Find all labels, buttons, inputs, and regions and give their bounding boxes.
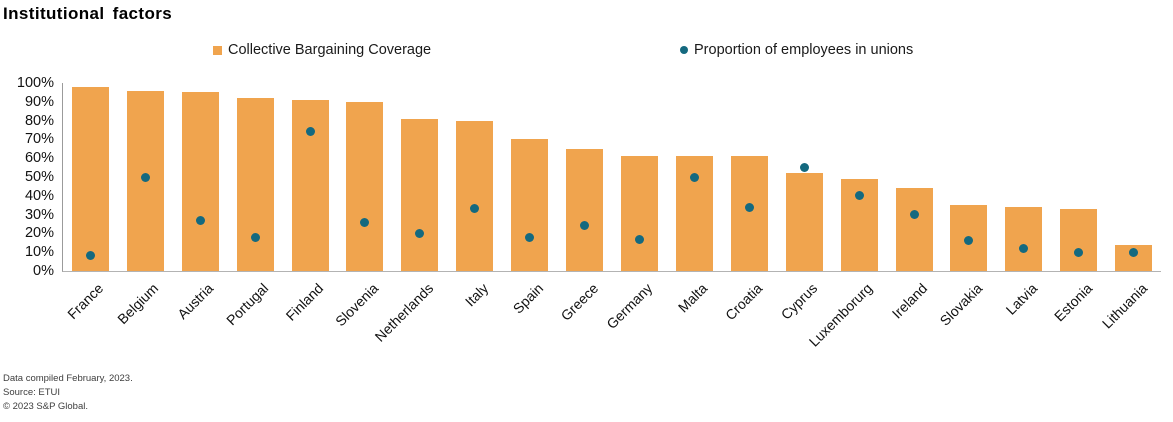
union-proportion-dot (250, 232, 260, 242)
legend-item-unions: Proportion of employees in unions (680, 42, 913, 58)
y-axis-tick-label: 80% (24, 112, 54, 129)
country-slot (118, 83, 173, 271)
union-proportion-dot (799, 163, 809, 173)
union-proportion-dot (140, 172, 150, 182)
country-slot (887, 83, 942, 271)
footer-copyright-note: © 2023 S&P Global. (3, 401, 88, 412)
y-axis-tick-label: 100% (16, 75, 54, 91)
coverage-bar (1060, 208, 1098, 271)
union-proportion-dot (415, 228, 425, 238)
country-label: Slovakia (936, 280, 986, 329)
country-slot (557, 83, 612, 271)
union-proportion-dot (525, 232, 535, 242)
coverage-bar (71, 86, 109, 271)
y-axis-tick-label: 30% (24, 206, 54, 223)
country-label: Portugal (223, 280, 272, 329)
plot-area (62, 83, 1161, 272)
dot-series-swatch-icon (680, 46, 688, 54)
coverage-bar (346, 101, 384, 271)
country-label: Germany (603, 280, 656, 333)
country-slot (338, 83, 393, 271)
coverage-bar (1005, 207, 1043, 271)
coverage-bar (401, 118, 439, 271)
legend-item-coverage: Collective Bargaining Coverage (213, 42, 431, 58)
union-proportion-dot (1074, 247, 1084, 257)
coverage-bar (895, 188, 933, 271)
union-proportion-dot (854, 191, 864, 201)
union-proportion-dot (1129, 247, 1139, 257)
footer-source-note: Source: ETUI (3, 387, 61, 398)
country-label: Croatia (722, 280, 766, 324)
bar-series-swatch-icon (213, 45, 222, 55)
country-slot (1106, 83, 1161, 271)
coverage-bar (621, 156, 659, 271)
country-label: Cyprus (777, 280, 821, 323)
country-label: Estonia (1050, 280, 1095, 325)
coverage-bar (291, 99, 329, 271)
union-proportion-dot (305, 127, 315, 137)
country-slot (777, 83, 832, 271)
union-proportion-dot (689, 172, 699, 182)
chart-title: Institutional factors (3, 4, 173, 23)
coverage-bar (511, 139, 549, 271)
union-proportion-dot (360, 217, 370, 227)
country-label: Latvia (1002, 280, 1041, 318)
legend-label-unions: Proportion of employees in unions (694, 42, 914, 58)
coverage-bar (730, 156, 768, 271)
country-label: Italy (461, 280, 492, 310)
country-slot (942, 83, 997, 271)
country-label: Malta (675, 280, 711, 316)
union-proportion-dot (470, 204, 480, 214)
coverage-bar (566, 148, 604, 271)
country-slot (502, 83, 557, 271)
y-axis-tick-label: 10% (24, 244, 54, 261)
country-label: Luxemborurg (805, 280, 876, 350)
country-slot (228, 83, 283, 271)
union-proportion-dot (635, 234, 645, 244)
country-label: Slovenia (331, 280, 382, 330)
country-slot (283, 83, 338, 271)
footer-compiled-note: Data compiled February, 2023. (3, 373, 133, 384)
union-proportion-dot (744, 202, 754, 212)
country-slot (173, 83, 228, 271)
country-slot (63, 83, 118, 271)
coverage-bar (236, 98, 274, 271)
union-proportion-dot (1019, 243, 1029, 253)
y-axis-tick-label: 50% (24, 169, 54, 185)
y-axis-tick-label: 20% (24, 225, 54, 242)
country-slot (612, 83, 667, 271)
country-slot (392, 83, 447, 271)
union-proportion-dot (195, 215, 205, 225)
country-label: Ireland (888, 280, 931, 322)
country-label: Spain (509, 280, 546, 317)
country-slot (722, 83, 777, 271)
coverage-bar (785, 173, 823, 271)
country-label: Netherlands (371, 280, 437, 345)
country-label: Finland (282, 280, 327, 324)
y-axis-tick-label: 0% (33, 263, 54, 279)
union-proportion-dot (964, 236, 974, 246)
country-label: Lithuania (1098, 280, 1150, 332)
coverage-bar (456, 120, 494, 271)
y-axis-tick-label: 70% (24, 131, 54, 148)
y-axis-tick-label: 60% (24, 150, 54, 167)
union-proportion-dot (580, 221, 590, 231)
country-label: Greece (557, 280, 601, 324)
union-proportion-dot (909, 210, 919, 220)
coverage-bar (181, 92, 219, 271)
y-axis-tick-label: 40% (24, 187, 54, 204)
y-axis-tick-label: 90% (24, 93, 54, 110)
country-slot (447, 83, 502, 271)
legend-label-coverage: Collective Bargaining Coverage (228, 42, 432, 58)
country-slot (667, 83, 722, 271)
country-slot (832, 83, 887, 271)
country-slot (996, 83, 1051, 271)
country-slot (1051, 83, 1106, 271)
union-proportion-dot (85, 251, 95, 261)
